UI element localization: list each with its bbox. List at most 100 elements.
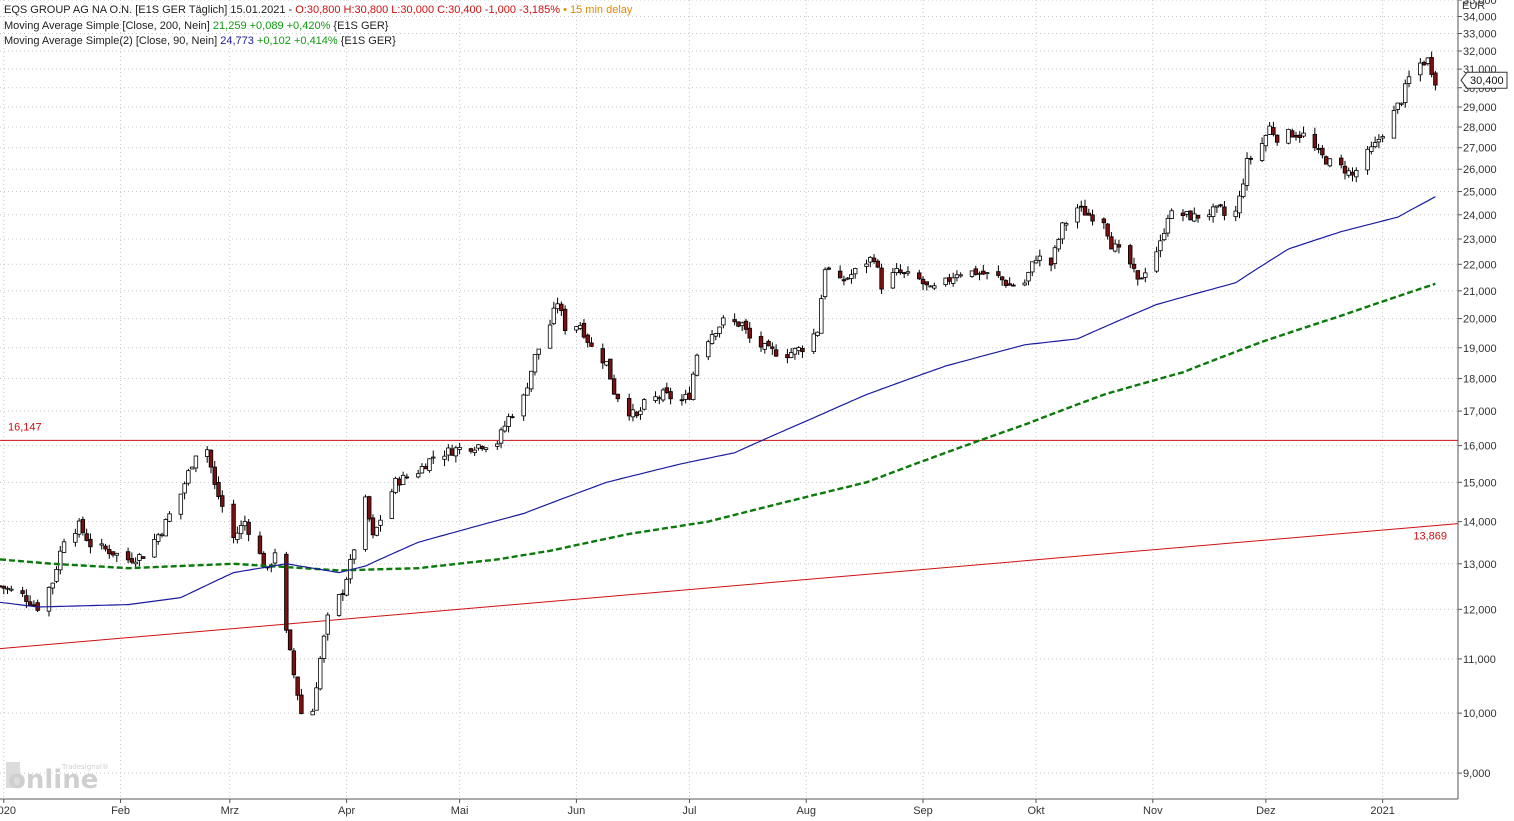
candle[interactable] bbox=[1218, 203, 1223, 208]
candle[interactable] bbox=[216, 476, 221, 500]
candle[interactable] bbox=[498, 427, 504, 449]
candle[interactable] bbox=[954, 270, 960, 282]
candle[interactable] bbox=[50, 582, 55, 595]
candle[interactable] bbox=[363, 494, 368, 552]
candle[interactable] bbox=[152, 533, 157, 558]
candle[interactable] bbox=[766, 339, 771, 347]
candle[interactable] bbox=[1274, 134, 1280, 146]
candle[interactable] bbox=[318, 656, 323, 691]
ma90-line[interactable] bbox=[0, 196, 1436, 608]
candle[interactable] bbox=[822, 267, 828, 300]
candle[interactable] bbox=[984, 272, 990, 280]
candle[interactable] bbox=[894, 263, 899, 276]
candle[interactable] bbox=[80, 516, 86, 536]
candle[interactable] bbox=[415, 469, 421, 479]
candle[interactable] bbox=[694, 353, 700, 377]
candle[interactable] bbox=[713, 332, 719, 341]
candle[interactable] bbox=[269, 563, 274, 573]
candle[interactable] bbox=[1301, 126, 1306, 138]
candle[interactable] bbox=[555, 297, 560, 314]
candle[interactable] bbox=[1263, 134, 1269, 152]
candle[interactable] bbox=[547, 319, 553, 349]
candle[interactable] bbox=[871, 254, 877, 264]
candle[interactable] bbox=[521, 393, 526, 421]
candle[interactable] bbox=[1339, 154, 1344, 169]
candle[interactable] bbox=[792, 347, 798, 360]
candle[interactable] bbox=[532, 354, 538, 376]
candle[interactable] bbox=[1165, 214, 1171, 237]
candle[interactable] bbox=[770, 342, 775, 355]
candle[interactable] bbox=[1233, 205, 1238, 222]
candle[interactable] bbox=[932, 282, 937, 291]
candle[interactable] bbox=[1022, 279, 1027, 287]
ma200-line[interactable] bbox=[0, 282, 1436, 572]
candle[interactable] bbox=[811, 328, 816, 355]
candle[interactable] bbox=[1026, 271, 1031, 286]
candle[interactable] bbox=[314, 682, 319, 711]
candle[interactable] bbox=[1425, 57, 1431, 66]
candle[interactable] bbox=[1112, 239, 1118, 253]
candle[interactable] bbox=[449, 444, 455, 456]
candle[interactable] bbox=[853, 267, 858, 279]
candle[interactable] bbox=[1290, 128, 1295, 138]
candle[interactable] bbox=[1033, 255, 1039, 264]
candle[interactable] bbox=[1007, 277, 1012, 286]
candle[interactable] bbox=[510, 413, 515, 419]
candle[interactable] bbox=[1105, 222, 1110, 240]
candle[interactable] bbox=[973, 265, 978, 276]
candle[interactable] bbox=[246, 518, 251, 542]
candle[interactable] bbox=[238, 520, 244, 540]
candle[interactable] bbox=[1131, 257, 1137, 273]
candle[interactable] bbox=[1207, 209, 1212, 221]
candle[interactable] bbox=[1403, 79, 1408, 108]
candle[interactable] bbox=[61, 538, 67, 554]
candle[interactable] bbox=[905, 266, 911, 276]
candle[interactable] bbox=[785, 349, 790, 364]
candle[interactable] bbox=[468, 447, 474, 454]
candle[interactable] bbox=[1241, 178, 1246, 199]
candle[interactable] bbox=[242, 515, 248, 531]
candle[interactable] bbox=[1139, 277, 1144, 280]
candle[interactable] bbox=[344, 577, 349, 597]
candle[interactable] bbox=[1399, 102, 1404, 107]
candle[interactable] bbox=[687, 386, 692, 401]
candle[interactable] bbox=[969, 270, 975, 278]
candle[interactable] bbox=[901, 271, 907, 279]
candle[interactable] bbox=[367, 495, 372, 522]
candle[interactable] bbox=[551, 301, 557, 326]
candle[interactable] bbox=[1380, 134, 1385, 143]
candle[interactable] bbox=[981, 264, 986, 275]
candle[interactable] bbox=[864, 259, 869, 274]
candle[interactable] bbox=[875, 259, 881, 269]
candle[interactable] bbox=[295, 676, 300, 701]
candle[interactable] bbox=[378, 515, 383, 532]
candle[interactable] bbox=[1259, 137, 1265, 163]
candle[interactable] bbox=[1101, 217, 1107, 229]
candle[interactable] bbox=[1354, 167, 1359, 183]
candle[interactable] bbox=[615, 393, 621, 403]
candle[interactable] bbox=[1158, 234, 1163, 258]
candle[interactable] bbox=[1086, 208, 1091, 216]
candle[interactable] bbox=[664, 382, 670, 394]
candle[interactable] bbox=[9, 585, 14, 592]
candle[interactable] bbox=[442, 450, 447, 467]
candle[interactable] bbox=[562, 305, 568, 335]
candle[interactable] bbox=[999, 276, 1005, 286]
candle[interactable] bbox=[559, 301, 564, 316]
candle[interactable] bbox=[721, 315, 726, 329]
candle[interactable] bbox=[393, 476, 398, 495]
candle[interactable] bbox=[1267, 122, 1272, 135]
candle[interactable] bbox=[1237, 190, 1242, 219]
candle[interactable] bbox=[400, 471, 406, 485]
candle[interactable] bbox=[287, 629, 293, 651]
candle[interactable] bbox=[1052, 245, 1058, 269]
candle[interactable] bbox=[879, 263, 884, 294]
candle[interactable] bbox=[1003, 279, 1009, 288]
candle[interactable] bbox=[1210, 203, 1216, 223]
candle[interactable] bbox=[691, 371, 696, 401]
candle[interactable] bbox=[272, 548, 278, 566]
candle[interactable] bbox=[483, 447, 489, 453]
candle[interactable] bbox=[581, 319, 587, 339]
candle[interactable] bbox=[841, 275, 847, 286]
